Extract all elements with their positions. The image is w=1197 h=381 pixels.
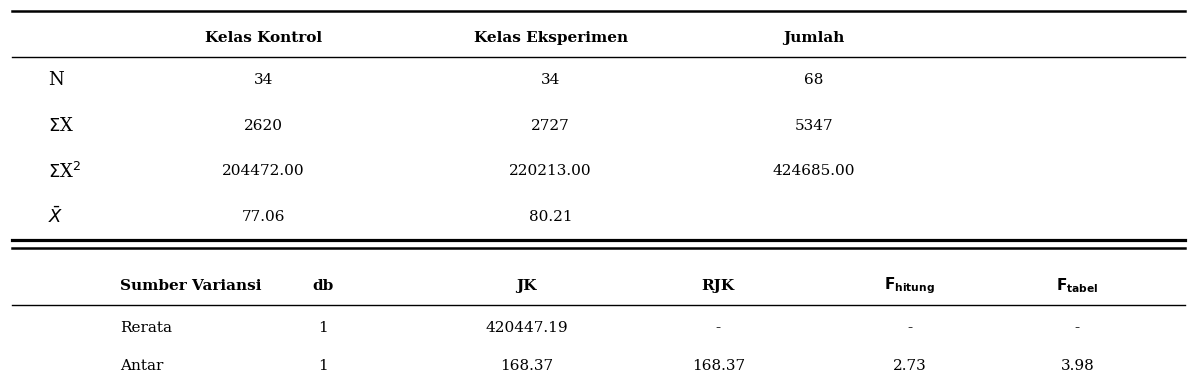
Text: Kelas Eksperimen: Kelas Eksperimen — [474, 31, 627, 45]
Text: 34: 34 — [254, 73, 273, 87]
Text: 77.06: 77.06 — [242, 210, 285, 224]
Text: Sumber Variansi: Sumber Variansi — [120, 279, 261, 293]
Text: 1: 1 — [318, 321, 328, 335]
Text: RJK: RJK — [701, 279, 735, 293]
Text: Jumlah: Jumlah — [783, 31, 845, 45]
Text: $\Sigma$X$^2$: $\Sigma$X$^2$ — [48, 162, 81, 181]
Text: Kelas Kontrol: Kelas Kontrol — [205, 31, 322, 45]
Text: -: - — [1075, 321, 1080, 335]
Text: -: - — [907, 321, 912, 335]
Text: $\bar{X}$: $\bar{X}$ — [48, 207, 63, 227]
Text: 2.73: 2.73 — [893, 359, 926, 373]
Text: 420447.19: 420447.19 — [485, 321, 569, 335]
Text: $\Sigma$X: $\Sigma$X — [48, 117, 74, 135]
Text: 220213.00: 220213.00 — [509, 165, 593, 178]
Text: 80.21: 80.21 — [529, 210, 572, 224]
Text: JK: JK — [516, 279, 537, 293]
Text: 2727: 2727 — [531, 119, 570, 133]
Text: Antar: Antar — [120, 359, 163, 373]
Text: 204472.00: 204472.00 — [221, 165, 305, 178]
Text: N: N — [48, 71, 63, 89]
Text: $\mathbf{F}_{\mathbf{tabel}}$: $\mathbf{F}_{\mathbf{tabel}}$ — [1056, 276, 1099, 295]
Text: 2620: 2620 — [244, 119, 282, 133]
Text: 1: 1 — [318, 359, 328, 373]
Text: 168.37: 168.37 — [500, 359, 553, 373]
Text: 3.98: 3.98 — [1061, 359, 1094, 373]
Text: 5347: 5347 — [795, 119, 833, 133]
Text: 424685.00: 424685.00 — [773, 165, 855, 178]
Text: 168.37: 168.37 — [692, 359, 745, 373]
Text: db: db — [312, 279, 334, 293]
Text: -: - — [716, 321, 721, 335]
Text: Rerata: Rerata — [120, 321, 171, 335]
Text: $\mathbf{F}_{\mathbf{hitung}}$: $\mathbf{F}_{\mathbf{hitung}}$ — [885, 275, 935, 296]
Text: 34: 34 — [541, 73, 560, 87]
Text: 68: 68 — [804, 73, 824, 87]
